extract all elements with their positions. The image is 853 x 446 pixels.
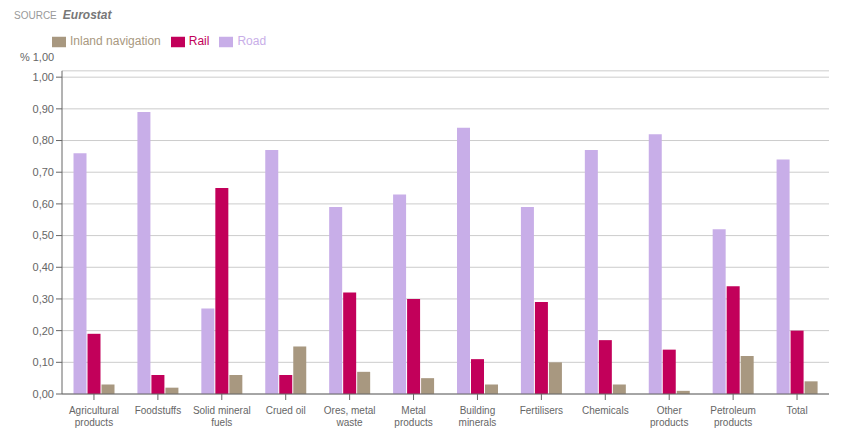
html-text:Eurostat: Eurostat bbox=[62, 8, 112, 22]
html-text:Inland navigation: Inland navigation bbox=[70, 34, 161, 48]
html-text:SOURCE: SOURCE bbox=[14, 10, 57, 21]
svg-text:Metalproducts: Metalproducts bbox=[394, 405, 432, 428]
svg-text:Fertilisers: Fertilisers bbox=[520, 405, 563, 416]
svg-text:0,60: 0,60 bbox=[33, 198, 54, 210]
svg-text:Foodstuffs: Foodstuffs bbox=[135, 405, 182, 416]
svg-text:Solid mineralfuels: Solid mineralfuels bbox=[193, 405, 251, 428]
svg-text:Buildingminerals: Buildingminerals bbox=[459, 405, 497, 428]
svg-text:0,20: 0,20 bbox=[33, 325, 54, 337]
svg-text:Petroleumproducts: Petroleumproducts bbox=[710, 405, 756, 428]
svg-text:0,50: 0,50 bbox=[33, 229, 54, 241]
html-text:Rail: Rail bbox=[188, 34, 210, 48]
svg-text:Chemicals: Chemicals bbox=[582, 405, 629, 416]
svg-text:Otherproducts: Otherproducts bbox=[650, 405, 688, 428]
svg-text:0,80: 0,80 bbox=[33, 134, 54, 146]
svg-text:Crued oil: Crued oil bbox=[266, 405, 306, 416]
svg-text:1,00: 1,00 bbox=[33, 71, 54, 83]
svg-text:Agriculturalproducts: Agriculturalproducts bbox=[69, 405, 119, 428]
html-text:Road: Road bbox=[237, 34, 267, 48]
svg-text:0,00: 0,00 bbox=[33, 388, 54, 400]
svg-text:0,10: 0,10 bbox=[33, 356, 54, 368]
svg-text:0,40: 0,40 bbox=[33, 261, 54, 273]
svg-text:0,30: 0,30 bbox=[33, 293, 54, 305]
svg-text:0,70: 0,70 bbox=[33, 166, 54, 178]
svg-text:Total: Total bbox=[786, 405, 807, 416]
svg-text:Ores, metalwaste: Ores, metalwaste bbox=[324, 405, 376, 428]
svg-text:% 1,00: % 1,00 bbox=[20, 51, 54, 63]
svg-text:0,90: 0,90 bbox=[33, 103, 54, 115]
